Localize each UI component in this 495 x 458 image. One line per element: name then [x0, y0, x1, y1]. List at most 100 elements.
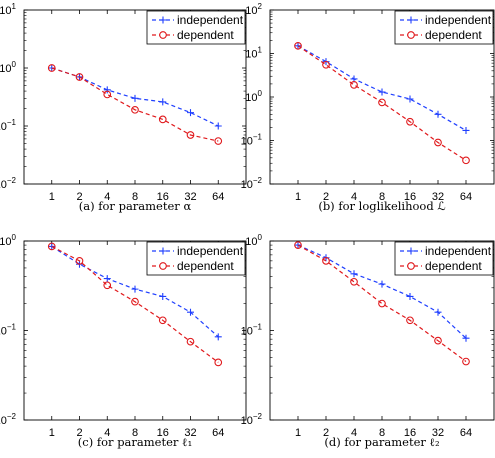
data-point-dependent	[462, 357, 470, 366]
data-point-dependent	[131, 297, 139, 306]
data-point-dependent	[103, 281, 112, 290]
x-tick-label: 32	[432, 427, 444, 439]
x-tick-label: 4	[104, 191, 110, 203]
legend-marker	[407, 262, 415, 270]
data-point-dependent	[462, 156, 470, 165]
legend-marker	[407, 247, 415, 255]
y-tick-label: 10−2	[241, 176, 263, 191]
x-tick-label: 16	[157, 427, 169, 439]
y-tick-label: 10−1	[0, 118, 17, 133]
data-point-dependent	[378, 98, 386, 107]
data-point-dependent	[406, 316, 414, 325]
x-tick-label: 4	[104, 427, 110, 439]
x-tick-label: 64	[212, 191, 224, 203]
y-tick-label: 10−2	[0, 176, 17, 191]
data-point-independent	[48, 64, 56, 72]
x-tick-label: 1	[49, 427, 55, 439]
series-line-dependent	[51, 245, 219, 363]
legend-label: dependent	[177, 259, 234, 273]
data-point-dependent	[186, 131, 195, 139]
data-point-independent	[131, 94, 139, 102]
legend-marker	[159, 262, 167, 270]
chart-panel-a: 10−2 10−1 100 101 1 2 4 8 16 32 64 independentdepen…	[0, 2, 247, 213]
x-tick-label: 2	[323, 427, 329, 439]
legend-marker	[407, 16, 415, 24]
data-point-independent	[294, 241, 302, 249]
y-tick-label: 10−2	[0, 412, 17, 427]
x-tick-label: 4	[351, 427, 357, 439]
y-tick-label: 102	[245, 2, 262, 17]
x-tick-label: 8	[379, 191, 385, 203]
legend-label: dependent	[425, 28, 482, 42]
x-tick-label: 8	[132, 191, 138, 203]
y-tick-label: 100	[0, 60, 17, 75]
chart-panel-d: 10−2 10−1 100 1 2 4 8 16 32 64 independentdependen…	[241, 233, 495, 449]
data-point-independent	[48, 242, 56, 250]
legend-label: independent	[177, 244, 244, 258]
y-tick-label: 100	[245, 233, 262, 248]
data-point-dependent	[214, 358, 223, 367]
x-tick-label: 64	[212, 427, 224, 439]
panel-caption: (d) for parameter ℓ₂	[324, 435, 439, 449]
y-tick-label: 101	[245, 46, 262, 61]
x-tick-label: 16	[404, 191, 416, 203]
series-line-dependent	[297, 45, 467, 161]
data-point-independent	[159, 98, 167, 106]
x-tick-label: 16	[157, 191, 169, 203]
data-point-dependent	[131, 105, 139, 114]
data-point-independent	[187, 109, 194, 117]
data-point-independent	[131, 285, 139, 293]
legend-label: dependent	[177, 28, 234, 42]
x-tick-label: 16	[404, 427, 416, 439]
panel-caption: (b) for loglikelihood ℒ	[318, 199, 446, 213]
data-point-dependent	[294, 241, 302, 249]
data-point-independent	[214, 122, 222, 130]
legend-marker	[159, 16, 167, 24]
data-point-independent	[378, 88, 386, 96]
data-point-dependent	[75, 257, 84, 265]
data-point-independent	[159, 292, 167, 300]
x-tick-label: 2	[76, 191, 82, 203]
data-point-dependent	[434, 138, 442, 147]
data-point-dependent	[378, 299, 386, 308]
data-point-dependent	[322, 60, 330, 69]
data-point-independent	[103, 86, 111, 94]
chart-panel-b: 10−2 10−1 100 101 102 1 2 4 8 16 32 64 independentde…	[241, 2, 495, 213]
x-tick-label: 64	[460, 191, 472, 203]
data-point-dependent	[47, 242, 56, 251]
data-point-dependent	[406, 117, 414, 126]
series-line-dependent	[297, 244, 467, 362]
series-line-independent	[297, 45, 467, 132]
data-point-independent	[434, 308, 442, 316]
x-tick-label: 1	[295, 427, 301, 439]
legend-label: dependent	[425, 259, 482, 273]
y-tick-label: 10−1	[0, 323, 17, 338]
data-point-dependent	[186, 337, 195, 346]
legend-label: independent	[177, 13, 244, 27]
x-tick-label: 2	[76, 427, 82, 439]
legend-marker	[159, 31, 167, 39]
x-tick-label: 4	[351, 191, 357, 203]
data-point-independent	[214, 333, 222, 341]
data-point-independent	[350, 270, 358, 278]
y-tick-label: 101	[0, 2, 17, 17]
data-point-dependent	[350, 277, 358, 286]
legend-marker	[159, 247, 167, 255]
x-tick-label: 1	[49, 191, 55, 203]
x-tick-label: 64	[460, 427, 472, 439]
data-point-dependent	[434, 336, 442, 345]
panel-caption: (c) for parameter ℓ₁	[78, 435, 192, 449]
data-point-dependent	[158, 115, 167, 124]
data-point-dependent	[214, 137, 223, 145]
data-point-independent	[378, 280, 386, 288]
series-line-dependent	[51, 67, 219, 142]
data-point-independent	[462, 126, 470, 134]
legend-marker	[407, 31, 415, 39]
y-tick-label: 100	[245, 89, 262, 104]
data-point-independent	[103, 275, 111, 283]
chart-panel-c: 10−2 10−1 100 1 2 4 8 16 32 64 independentdependen…	[0, 233, 247, 449]
